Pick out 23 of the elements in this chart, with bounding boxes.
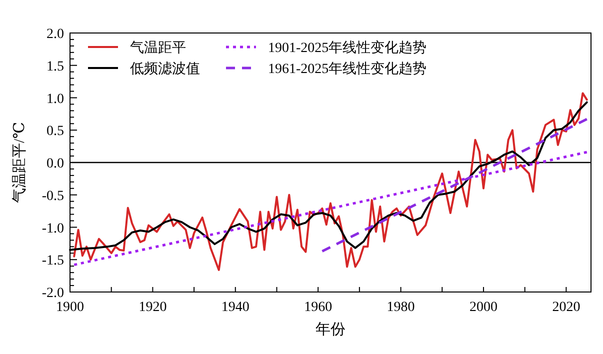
- legend-label: 低频滤波值: [130, 61, 200, 77]
- y-tick-label: -1.5: [42, 254, 64, 269]
- x-tick-label: 1940: [221, 300, 250, 315]
- y-tick-label: 1.0: [46, 92, 64, 107]
- x-tick-label: 1900: [56, 300, 84, 315]
- y-tick-label: 0.0: [46, 156, 64, 172]
- y-tick-label: -2.0: [42, 286, 64, 301]
- legend-label: 气温距平: [130, 40, 186, 56]
- y-axis-title: 气温距平/℃: [11, 122, 28, 203]
- line-series: [73, 92, 588, 271]
- legend-label: 1901-2025年线性变化趋势: [268, 40, 427, 56]
- y-tick-label: 2.0: [46, 27, 64, 42]
- y-tick-label: 0.5: [46, 124, 64, 140]
- x-tick-label: 2000: [469, 300, 498, 315]
- y-tick-label: -1.0: [42, 221, 64, 236]
- x-tick-label: 1980: [386, 300, 415, 315]
- x-tick-label: 1920: [138, 300, 167, 315]
- y-tick-label: 1.5: [46, 59, 64, 74]
- y-tick-label: -0.5: [42, 188, 64, 204]
- legend-label: 1961-2025年线性变化趋势: [268, 61, 427, 77]
- x-tick-label: 2020: [552, 300, 580, 315]
- x-tick-label: 1960: [304, 300, 332, 315]
- x-axis-title: 年份: [316, 321, 346, 338]
